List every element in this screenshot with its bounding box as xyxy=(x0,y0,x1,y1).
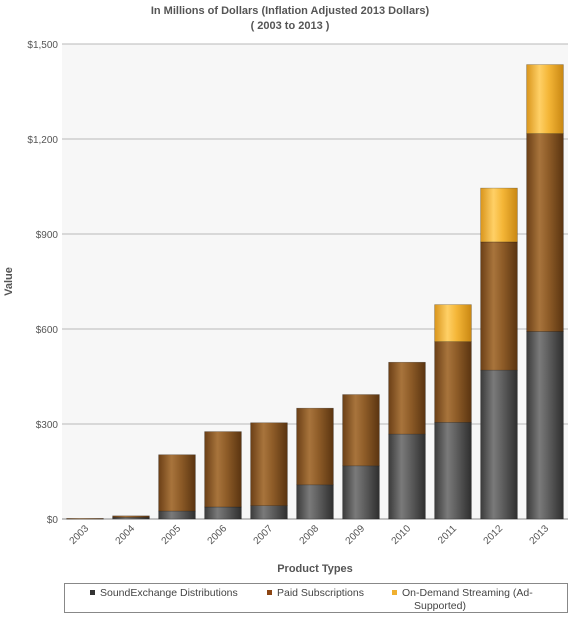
x-tick-label: 2006 xyxy=(206,523,230,547)
bar-paid-subscriptions xyxy=(250,422,288,507)
y-tick-label: $600 xyxy=(36,325,59,336)
x-tick-label: 2013 xyxy=(528,523,552,547)
bar-on-demand-streaming xyxy=(526,64,564,134)
legend-label: SoundExchange Distributions xyxy=(100,587,238,599)
bar-paid-subscriptions xyxy=(434,341,472,423)
y-tick-label: $300 xyxy=(36,420,59,431)
legend-swatch-soundexchange xyxy=(90,589,95,595)
bar-soundexchange xyxy=(388,433,426,520)
x-tick-label: 2008 xyxy=(298,523,322,547)
x-axis-label: Product Types xyxy=(277,563,353,575)
x-tick-label: 2004 xyxy=(114,523,138,547)
legend: SoundExchange Distributions Paid Subscri… xyxy=(64,583,568,613)
x-tick-label: 2012 xyxy=(482,523,506,547)
x-tick-label: 2010 xyxy=(390,523,414,547)
legend-label: On-Demand Streaming (Ad- xyxy=(402,587,533,599)
bar-on-demand-streaming xyxy=(434,304,472,342)
chart-subtitle: ( 2003 to 2013 ) xyxy=(250,20,330,32)
x-tick-label: 2003 xyxy=(68,523,92,547)
legend-label: Paid Subscriptions xyxy=(277,587,364,599)
chart-title: In Millions of Dollars (Inflation Adjust… xyxy=(150,5,430,17)
bar-soundexchange xyxy=(434,422,472,520)
y-tick-label: $900 xyxy=(36,230,59,241)
bar-on-demand-streaming xyxy=(480,187,518,243)
legend-item-paid-subscriptions[interactable]: Paid Subscriptions xyxy=(267,587,364,600)
bar-paid-subscriptions xyxy=(342,394,380,467)
x-tick-label: 2005 xyxy=(160,523,184,547)
y-axis-label: Value xyxy=(3,267,15,296)
legend-item-soundexchange[interactable]: SoundExchange Distributions xyxy=(90,587,238,600)
bar-paid-subscriptions xyxy=(112,515,150,518)
legend-item-on-demand-streaming[interactable]: On-Demand Streaming (Ad- Supported) xyxy=(392,587,533,613)
y-tick-label: $1,200 xyxy=(27,135,58,146)
y-tick-label: $0 xyxy=(47,515,59,526)
bar-paid-subscriptions xyxy=(480,241,518,371)
y-tick-label: $1,500 xyxy=(27,40,58,51)
x-tick-label: 2009 xyxy=(344,523,368,547)
x-tick-label: 2007 xyxy=(252,523,276,547)
bar-paid-subscriptions xyxy=(66,518,104,520)
legend-label-continued: Supported) xyxy=(414,600,466,612)
legend-swatch-paid-subscriptions xyxy=(267,589,272,595)
bar-soundexchange xyxy=(112,517,150,520)
bar-soundexchange xyxy=(250,505,288,520)
bar-paid-subscriptions xyxy=(526,133,564,332)
bar-paid-subscriptions xyxy=(204,431,242,508)
bar-paid-subscriptions xyxy=(158,454,196,512)
x-tick-label: 2011 xyxy=(436,523,459,546)
bar-paid-subscriptions xyxy=(296,407,334,486)
bar-soundexchange xyxy=(342,465,380,520)
bar-soundexchange xyxy=(526,331,564,520)
bar-soundexchange xyxy=(204,506,242,520)
bar-paid-subscriptions xyxy=(388,361,426,435)
bar-soundexchange xyxy=(296,484,334,520)
bar-soundexchange xyxy=(158,510,196,520)
bar-soundexchange xyxy=(480,369,518,520)
legend-swatch-on-demand-streaming xyxy=(392,589,397,595)
